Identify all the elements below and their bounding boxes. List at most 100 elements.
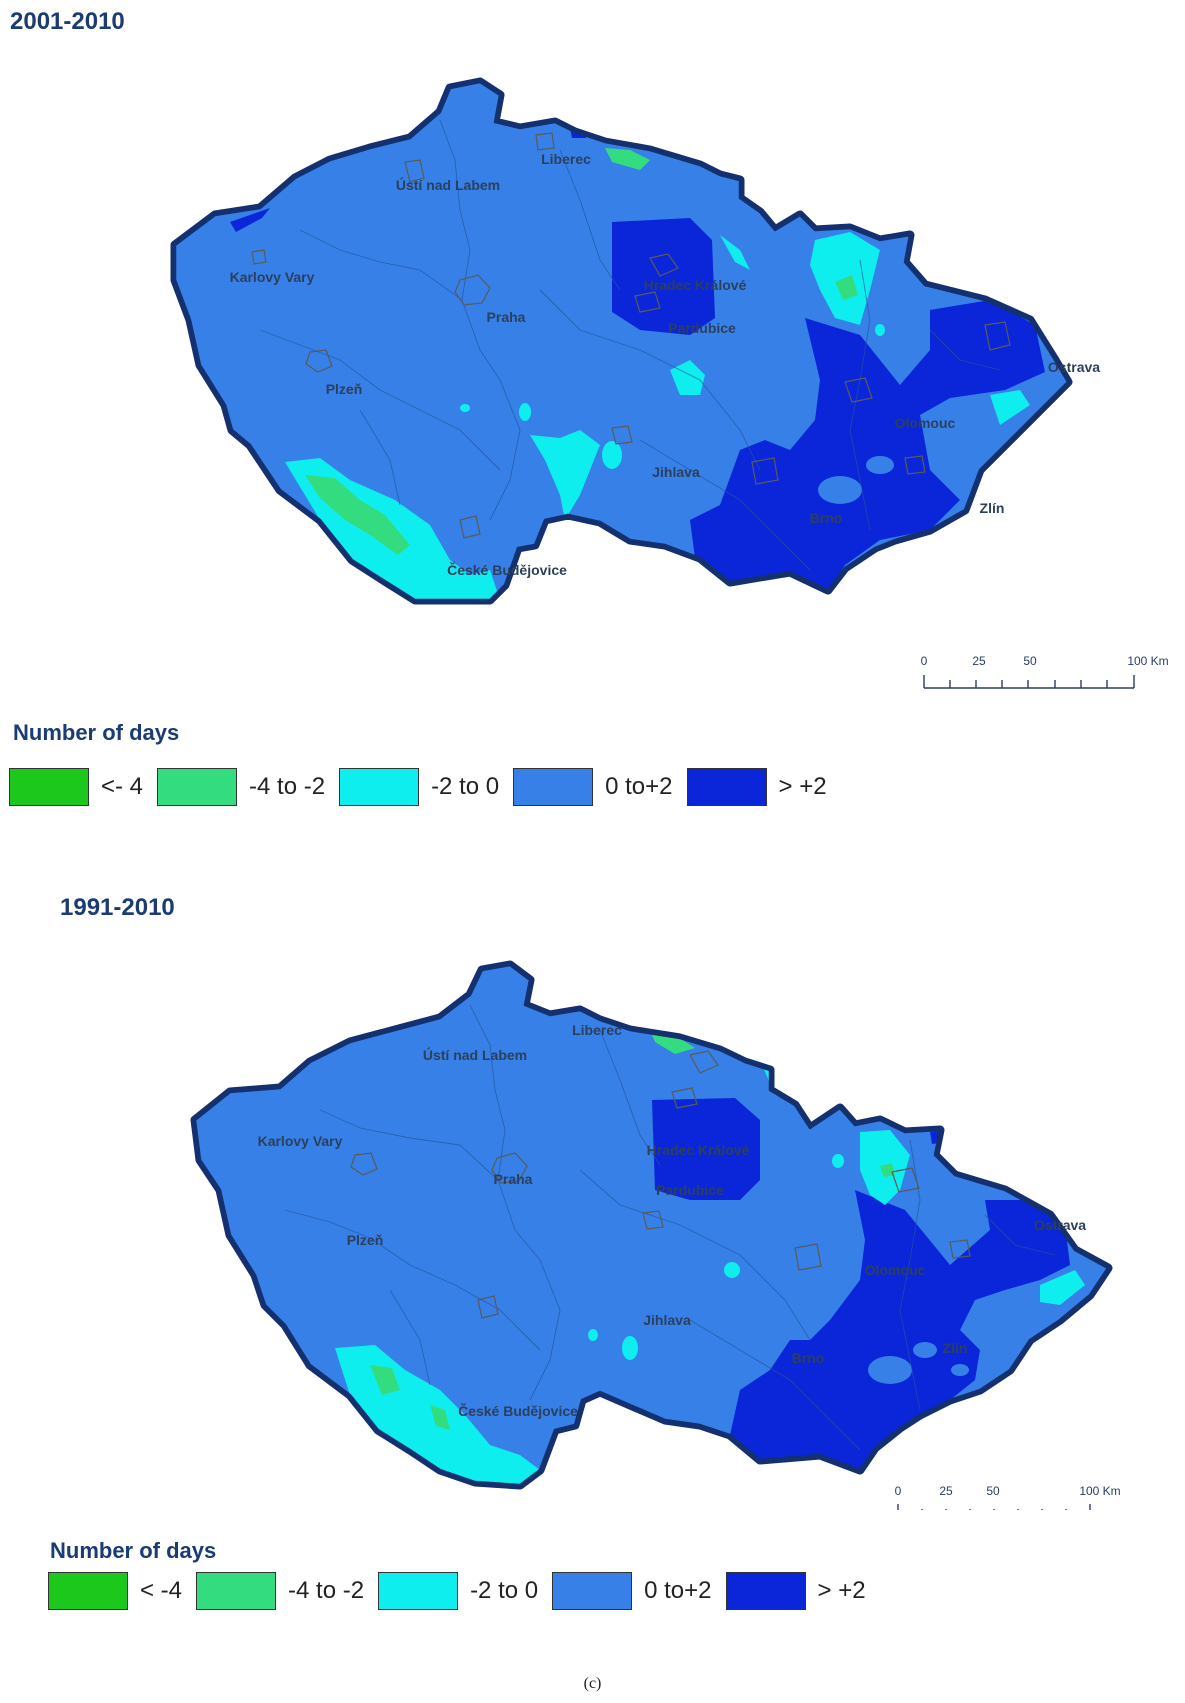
- legend-swatch: [686, 768, 767, 806]
- scale-tick-label: 0: [895, 1484, 902, 1498]
- legend-swatch: [378, 1572, 459, 1610]
- zone-0-to-plus2: [866, 456, 894, 474]
- zone-0-to-plus2: [951, 1364, 969, 1376]
- zone-minus4-to-minus2: [835, 275, 858, 300]
- legend-label: 0 to+2: [644, 1577, 712, 1604]
- city-label-karlovy-vary: Karlovy Vary: [230, 269, 315, 285]
- city-label-liberec: Liberec: [541, 151, 591, 167]
- legend-title: Number of days: [50, 1538, 217, 1563]
- map-panel-1991-2010: 1991-2010: [0, 870, 1185, 1650]
- legend-label: 0 to+2: [605, 773, 673, 800]
- zone-minus2-to-0: [670, 360, 705, 395]
- legend-label: -4 to -2: [249, 773, 326, 800]
- city-boundaries: [251, 132, 1011, 539]
- zone-gt-plus2: [730, 1190, 1070, 1470]
- zone-minus4-to-minus2: [370, 1365, 400, 1395]
- legend-swatch: [339, 768, 420, 806]
- legend-label: <- 4: [101, 773, 144, 800]
- city-label-karlovy-vary: Karlovy Vary: [258, 1133, 343, 1149]
- legend-item: -4 to -2: [157, 768, 339, 806]
- legend-label: > +2: [778, 773, 827, 800]
- anomaly-map: Liberec Ústí nad Labem Karlovy Vary Hrad…: [170, 77, 1169, 689]
- city-label-plzen: Plzeň: [347, 1232, 384, 1248]
- city-label-hradec-kralove: Hradec Králové: [647, 1142, 750, 1158]
- legend-swatch: [48, 1572, 128, 1610]
- zone-minus4-to-minus2: [605, 148, 650, 170]
- legend-swatch: [196, 1572, 277, 1610]
- legend-swatch: [725, 1572, 806, 1610]
- legend-swatch: [552, 1572, 633, 1610]
- scale-tick-label: 100 Km: [1127, 654, 1168, 668]
- city-label-pardubice: Pardubice: [656, 1182, 724, 1198]
- legend-item: < -4: [48, 1572, 196, 1610]
- period-title: 2001-2010: [10, 8, 125, 35]
- city-label-liberec: Liberec: [572, 1022, 622, 1038]
- zone-minus2-to-0: [460, 404, 470, 412]
- city-label-ostrava: Ostrava: [1034, 1217, 1086, 1233]
- legend-item: <- 4: [9, 768, 157, 806]
- legend-item: -2 to 0: [339, 768, 513, 806]
- legend-label: -2 to 0: [431, 773, 500, 800]
- zone-minus2-to-0: [519, 403, 531, 421]
- zone-0-to-plus2: [818, 476, 862, 504]
- legend-item: 0 to+2: [552, 1572, 725, 1610]
- city-label-ceske-budejovice: České Budějovice: [447, 561, 567, 578]
- legend: <- 4 -4 to -2 -2 to 0 0 to+2 > +2: [9, 768, 841, 806]
- scale-tick-label: 0: [921, 654, 928, 668]
- city-label-usti-nad-labem: Ústí nad Labem: [396, 176, 500, 193]
- city-label-jihlava: Jihlava: [652, 464, 700, 480]
- scale-bar: 0 25 50 100 Km: [921, 654, 1169, 689]
- scale-tick-label: 50: [986, 1484, 1000, 1498]
- legend-item: -4 to -2: [196, 1572, 378, 1610]
- city-label-zlin: Zlín: [980, 500, 1005, 516]
- zone-minus2-to-0: [990, 390, 1030, 425]
- figure-caption: (c): [583, 1675, 602, 1692]
- zone-minus2-to-0: [588, 1329, 598, 1341]
- city-label-brno: Brno: [810, 510, 843, 526]
- map-panel-2001-2010: 2001-2010: [0, 0, 1185, 820]
- legend-item: > +2: [725, 1572, 880, 1610]
- city-label-olomouc: Olomouc: [865, 1262, 926, 1278]
- scale-tick-label: 100 Km: [1079, 1484, 1120, 1498]
- city-label-pardubice: Pardubice: [668, 320, 736, 336]
- city-label-zlin: Zlín: [943, 1340, 968, 1356]
- scale-tick-label: 50: [1023, 654, 1037, 668]
- zone-minus2-to-0: [832, 1154, 844, 1168]
- zone-minus4-to-minus2: [880, 1163, 895, 1177]
- zone-0-to-plus2: [868, 1356, 912, 1384]
- city-label-praha: Praha: [494, 1171, 533, 1187]
- zone-minus2-to-0: [622, 1336, 638, 1360]
- legend-label: < -4: [140, 1577, 183, 1604]
- city-label-ceske-budejovice: České Budějovice: [458, 1402, 578, 1419]
- river-network: [284, 1004, 1056, 1451]
- legend-swatch: [157, 768, 238, 806]
- legend-label: -2 to 0: [470, 1577, 539, 1604]
- anomaly-map: Liberec Ústí nad Labem Karlovy Vary Hrad…: [190, 960, 1121, 1510]
- city-label-plzen: Plzeň: [326, 381, 363, 397]
- city-label-ostrava: Ostrava: [1048, 359, 1100, 375]
- city-label-jihlava: Jihlava: [643, 1312, 691, 1328]
- zone-minus2-to-0: [530, 430, 600, 520]
- legend-swatch: [513, 768, 594, 806]
- scale-tick-label: 25: [972, 654, 986, 668]
- legend-label: > +2: [817, 1577, 866, 1604]
- city-label-praha: Praha: [487, 309, 526, 325]
- city-label-brno: Brno: [792, 1350, 825, 1366]
- zone-gt-plus2: [690, 300, 1045, 592]
- country-outline: [193, 963, 1110, 1487]
- zone-gt-plus2: [652, 1098, 760, 1200]
- legend-item: -2 to 0: [378, 1572, 552, 1610]
- zone-minus2-to-0: [720, 235, 750, 270]
- zone-minus2-to-0: [1040, 1270, 1085, 1305]
- river-network: [259, 119, 1001, 571]
- legend-label: -4 to -2: [288, 1577, 365, 1604]
- zone-minus2-to-0: [875, 324, 885, 336]
- legend-item: > +2: [686, 768, 841, 806]
- city-label-olomouc: Olomouc: [895, 415, 956, 431]
- zone-minus4-to-minus2: [430, 1405, 450, 1430]
- zone-gt-plus2: [230, 208, 270, 232]
- legend: < -4 -4 to -2 -2 to 0 0 to+2 > +2: [48, 1572, 880, 1610]
- country-outline: [173, 80, 1070, 602]
- period-title: 1991-2010: [60, 894, 175, 921]
- scale-bar: 0 25 50 100 Km: [895, 1484, 1121, 1510]
